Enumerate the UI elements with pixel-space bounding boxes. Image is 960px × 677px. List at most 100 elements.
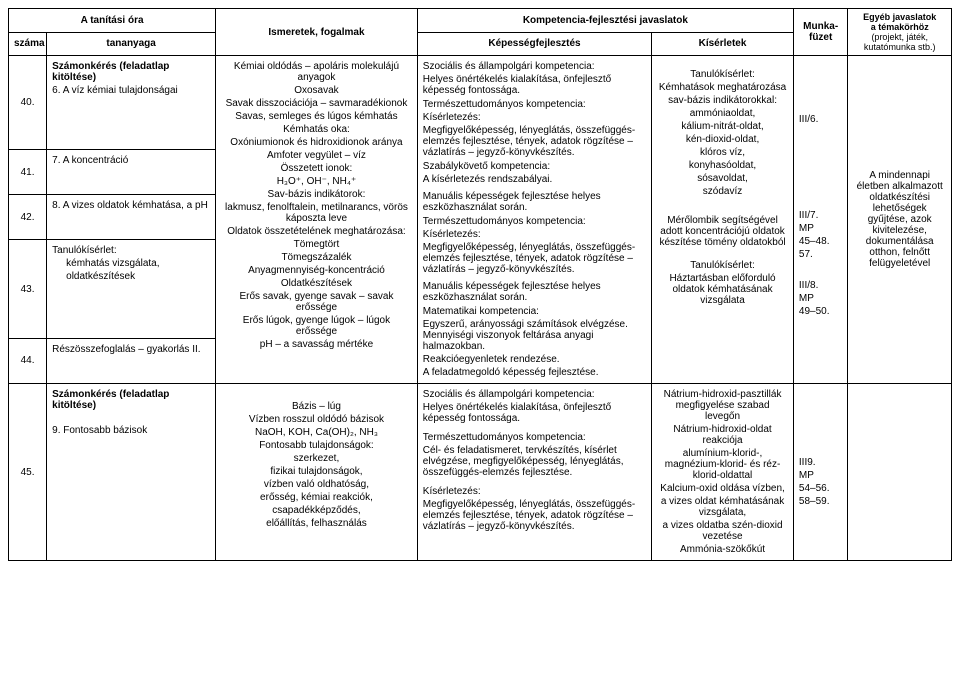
ism-line: Amfoter vegyület – víz: [221, 150, 412, 161]
row-topic-43: Tanulókísérlet: kémhatás vizsgálata, old…: [47, 240, 216, 338]
kiserletek-block2: Nátrium-hidroxid-pasztillák megfigyelése…: [652, 384, 794, 561]
topic-line: 9. Fontosabb bázisok: [52, 425, 210, 436]
row-topic-40: Számonkérés (feladatlap kitöltése) 6. A …: [47, 56, 216, 150]
kis-line: alumínium-klorid-, magnézium-klorid- és …: [657, 448, 788, 481]
hdr-line: (projekt, játék, kutatómunka stb.): [853, 32, 946, 52]
kis-line: a vizes oldat kémhatásának vizsgálata,: [657, 496, 788, 518]
kp-body: Megfigyelőképesség, lényeglátás, összefü…: [423, 499, 646, 532]
ism-line: csapadékképződés,: [221, 505, 412, 516]
mf-line: III/8.: [799, 280, 843, 291]
kis-line: konyhasóoldat,: [657, 160, 788, 171]
ism-line: Oxóniumionok és hidroxidionok aránya: [221, 137, 412, 148]
topic-line: 7. A koncentráció: [52, 155, 210, 166]
kp-title: Szabálykövető kompetencia:: [423, 161, 646, 172]
kis-line: klóros víz,: [657, 147, 788, 158]
ism-line: vízben való oldhatóság,: [221, 479, 412, 490]
ism-line: Összetett ionok:: [221, 163, 412, 174]
ism-line: Fontosabb tulajdonságok:: [221, 440, 412, 451]
kis-line: Mérőlombik segítségével adott koncentrác…: [657, 215, 788, 248]
kis-title: Tanulókísérlet:: [657, 69, 788, 80]
mf-line: 57.: [799, 249, 843, 260]
ism-line: pH – a savasság mértéke: [221, 339, 412, 350]
ism-line: Oxosavak: [221, 85, 412, 96]
kp-body: Helyes önértékelés kialakítása, önfejles…: [423, 402, 646, 424]
hdr-line: Munka-: [799, 21, 843, 32]
hdr-tananyaga: tananyaga: [47, 32, 216, 56]
ismeretek-block2: Bázis – lúg Vízben rosszul oldódó báziso…: [216, 384, 418, 561]
kis-line: kén-dioxid-oldat,: [657, 134, 788, 145]
kis-line: a vizes oldatba szén-dioxid vezetése: [657, 520, 788, 542]
mf-line: 54–56.: [799, 483, 843, 494]
kp-title: Szociális és állampolgári kompetencia:: [423, 389, 646, 400]
kis-line: Nátrium-hidroxid-pasztillák megfigyelése…: [657, 389, 788, 422]
kp-body: Cél- és feladatismeret, tervkészítés, kí…: [423, 445, 646, 478]
ism-line: Bázis – lúg: [221, 401, 412, 412]
topic-line: Tanulókísérlet:: [52, 245, 210, 256]
mf-line: III/6.: [799, 114, 843, 125]
ism-line: Savak disszociációja – savmaradékionok: [221, 98, 412, 109]
munka-block1: III/6. III/7. MP 45–48. 57. III/8. MP 49…: [793, 56, 848, 384]
ism-line: szerkezet,: [221, 453, 412, 464]
hdr-line: a témakörhöz: [853, 22, 946, 32]
row-num-43: 43.: [9, 240, 47, 338]
kiserletek-block1: Tanulókísérlet: Kémhatások meghatározása…: [652, 56, 794, 384]
row-topic-44: Részösszefoglalás – gyakorlás II.: [47, 338, 216, 383]
kp-title: Természettudományos kompetencia:: [423, 216, 646, 227]
hdr-ismeretek: Ismeretek, fogalmak: [216, 9, 418, 56]
kp-sub: Kísérletezés:: [423, 229, 646, 240]
ism-line: lakmusz, fenolftalein, metilnarancs, vör…: [221, 202, 412, 224]
ism-line: Vízben rosszul oldódó bázisok: [221, 414, 412, 425]
kp-title: Természettudományos kompetencia:: [423, 432, 646, 443]
mf-line: MP: [799, 470, 843, 481]
kis-line: sósavoldat,: [657, 173, 788, 184]
topic-line: 8. A vizes oldatok kémhatása, a pH: [52, 200, 210, 211]
ism-line: Kémiai oldódás – apoláris molekulájú any…: [221, 61, 412, 83]
ism-line: Tömegszázalék: [221, 252, 412, 263]
egyeb-text: A mindennapi életben alkalmazott oldatké…: [853, 170, 946, 269]
ism-line: Erős lúgok, gyenge lúgok – lúgok erősség…: [221, 315, 412, 337]
ism-line: Savas, semleges és lúgos kémhatás: [221, 111, 412, 122]
hdr-kiserletek: Kísérletek: [652, 32, 794, 56]
kis-line: kálium-nitrát-oldat,: [657, 121, 788, 132]
kp-body: A feladatmegoldó képesség fejlesztése.: [423, 367, 646, 378]
row-topic-41: 7. A koncentráció: [47, 150, 216, 195]
ism-line: NaOH, KOH, Ca(OH)₂, NH₃: [221, 427, 412, 438]
kp-body: Helyes önértékelés kialakítása, önfejles…: [423, 74, 646, 96]
ism-line: Anyagmennyiség-koncentráció: [221, 265, 412, 276]
kp-title: Matematikai kompetencia:: [423, 306, 646, 317]
mf-line: MP: [799, 293, 843, 304]
topic-line: kémhatás vizsgálata,: [52, 258, 210, 269]
topic-line: Részösszefoglalás – gyakorlás II.: [52, 344, 210, 355]
kis-line: Nátrium-hidroxid-oldat reakciója: [657, 424, 788, 446]
topic-line: oldatkészítések: [52, 271, 210, 282]
ism-line: előállítás, felhasználás: [221, 518, 412, 529]
topic-line: Számonkérés (feladatlap kitöltése): [52, 389, 210, 411]
egyeb-block1: A mindennapi életben alkalmazott oldatké…: [848, 56, 952, 384]
kp-body: Megfigyelőképesség, lényeglátás, összefü…: [423, 242, 646, 275]
kis-line: Háztartásban előforduló oldatok kémhatás…: [657, 273, 788, 306]
ism-line: Tömegtört: [221, 239, 412, 250]
ism-line: Oldatok összetételének meghatározása:: [221, 226, 412, 237]
kis-line: Ammónia-szökőkút: [657, 544, 788, 555]
kp-body: A kísérletezés rendszabályai.: [423, 174, 646, 185]
ism-line: H₃O⁺, OH⁻, NH₄⁺: [221, 176, 412, 187]
kis-line: szódavíz: [657, 186, 788, 197]
kp-body: Egyszerű, arányossági számítások elvégzé…: [423, 319, 646, 352]
topic-line: 6. A víz kémiai tulajdonságai: [52, 85, 210, 96]
kp-body: Manuális képességek fejlesztése helyes e…: [423, 191, 646, 213]
row-num-42: 42.: [9, 195, 47, 240]
row-num-44: 44.: [9, 338, 47, 383]
kis-line: Kalcium-oxid oldása vízben,: [657, 483, 788, 494]
topic-line: Számonkérés (feladatlap kitöltése): [52, 61, 210, 83]
kp-body: Megfigyelőképesség, lényeglátás, összefü…: [423, 125, 646, 158]
kis-title: Tanulókísérlet:: [657, 260, 788, 271]
egyeb-block2: [848, 384, 952, 561]
hdr-kepesseg: Képességfejlesztés: [417, 32, 651, 56]
kis-line: ammóniaoldat,: [657, 108, 788, 119]
ism-line: Oldatkészítések: [221, 278, 412, 289]
kis-line: sav-bázis indikátorokkal:: [657, 95, 788, 106]
kepesseg-block2: Szociális és állampolgári kompetencia: H…: [417, 384, 651, 561]
mf-line: III/7.: [799, 210, 843, 221]
ismeretek-block1: Kémiai oldódás – apoláris molekulájú any…: [216, 56, 418, 384]
hdr-kompetencia: Kompetencia-fejlesztési javaslatok: [417, 9, 793, 33]
